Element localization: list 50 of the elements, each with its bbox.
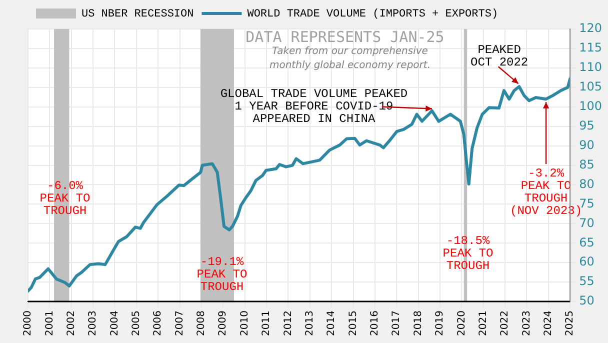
annotation: -19.1% PEAK TO TROUGH (196, 255, 248, 294)
x-tick-label: 2017 (391, 310, 402, 336)
x-tick-label: 2024 (543, 310, 554, 336)
y-tick-label: 80 (579, 176, 594, 191)
y-tick-label: 50 (579, 294, 594, 308)
annotation: PEAKED OCT 2022 (470, 42, 528, 70)
legend-label: WORLD TRADE VOLUME (IMPORTS + EXPORTS) (247, 8, 498, 20)
annotation: GLOBAL TRADE VOLUME PEAKED 1 YEAR BEFORE COVID-19 APPEARED IN CHINA (220, 86, 408, 126)
x-tick-label: 2012 (282, 310, 294, 336)
y-tick-label: 90 (579, 138, 594, 152)
x-tick-label: 2007 (174, 310, 186, 336)
y-tick-label: 105 (579, 80, 602, 94)
annotation: -6.0% PEAK TO TROUGH (40, 179, 90, 218)
x-tick-label: 2005 (131, 310, 142, 336)
x-tick-label: 2022 (500, 310, 511, 336)
x-tick-label: 2020 (456, 310, 468, 336)
annotation: -18.5% PEAK TO TROUGH (442, 234, 494, 274)
x-tick-label: 2011 (261, 310, 272, 336)
y-tick-label: 95 (579, 118, 594, 132)
x-tick-label: 2025 (564, 310, 576, 336)
y-tick-label: 100 (579, 98, 602, 113)
x-tick-label: 2013 (304, 310, 316, 336)
text: Taken from our comprehensive monthly global economy report. (268, 45, 432, 73)
x-tick-label: 2009 (218, 310, 229, 336)
chart-title: DATA REPRESENTS JAN-25 (244, 28, 446, 46)
y-tick-label: 85 (579, 157, 594, 172)
x-tick-label: 2019 (434, 310, 446, 336)
y-tick-label: 60 (579, 254, 594, 269)
x-tick-label: 2001 (44, 310, 56, 336)
x-tick-label: 2003 (88, 310, 99, 336)
x-tick-label: 2021 (478, 310, 489, 336)
x-tick-label: 2016 (370, 310, 381, 336)
legend-label: US NBER RECESSION (82, 8, 194, 20)
y-tick-label: 75 (579, 196, 594, 210)
y-tick-label: 65 (579, 235, 594, 250)
y-tick-label: 110 (579, 60, 602, 74)
x-tick-label: 2023 (521, 310, 532, 336)
x-tick-label: 2014 (326, 310, 338, 336)
y-tick-label: 55 (579, 274, 594, 288)
x-tick-label: 2008 (196, 310, 208, 336)
x-tick-label: 2006 (152, 310, 164, 336)
x-tick-label: 2015 (348, 310, 359, 336)
x-tick-label: 2010 (239, 310, 250, 336)
y-tick-label: 120 (579, 21, 602, 36)
x-tick-label: 2002 (66, 310, 77, 336)
y-tick-label: 115 (579, 40, 602, 55)
x-tick-label: 2018 (412, 310, 424, 336)
x-tick-label: 2000 (22, 310, 34, 336)
x-tick-label: 2004 (109, 310, 120, 336)
y-tick-label: 70 (579, 216, 594, 230)
